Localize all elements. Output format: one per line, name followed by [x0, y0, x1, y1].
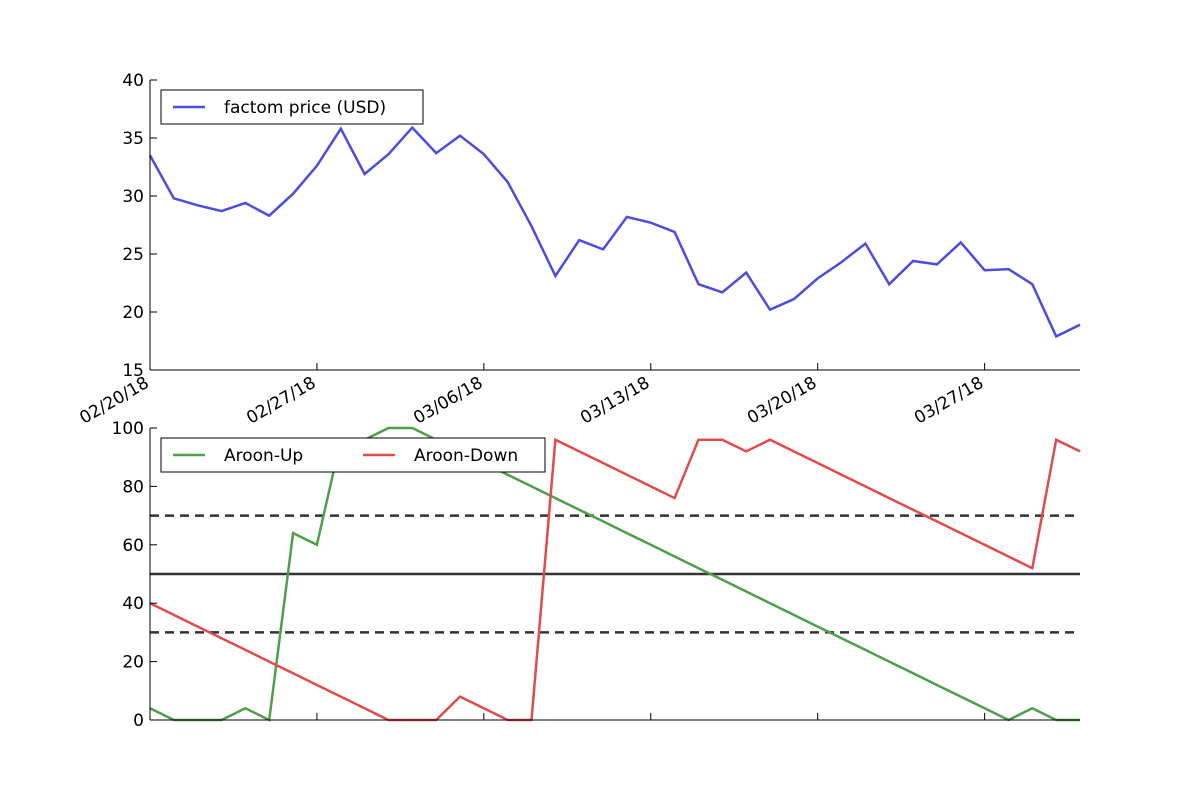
- x-tick-label-5: 03/27/18: [911, 373, 987, 429]
- series-line-1-1: [149, 437, 1081, 722]
- y-tick-label-0-4: 35: [122, 129, 144, 149]
- y-tick-label-1-3: 60: [122, 536, 144, 556]
- x-tick-label-2: 03/06/18: [410, 373, 486, 429]
- y-tick-label-1-1: 20: [122, 653, 144, 673]
- x-tick-label-3: 03/13/18: [577, 373, 653, 429]
- x-tick-label-4: 03/20/18: [744, 373, 820, 429]
- legend-label-1-1: Aroon-Down: [414, 446, 518, 466]
- y-tick-label-1-2: 40: [122, 594, 144, 614]
- y-tick-label-0-5: 40: [122, 71, 144, 91]
- y-tick-label-0-1: 20: [122, 303, 144, 323]
- y-tick-label-0-0: 15: [122, 361, 144, 381]
- legend-label-0-0: factom price (USD): [224, 98, 386, 118]
- legend-box-1: [160, 437, 546, 473]
- series-line-0-0: [148, 125, 1081, 339]
- legend-box-0: [160, 89, 424, 125]
- y-tick-label-0-2: 25: [122, 245, 144, 265]
- y-tick-label-1-4: 80: [122, 477, 144, 497]
- x-tick-label-1: 02/27/18: [243, 373, 319, 429]
- y-tick-label-1-0: 0: [133, 711, 144, 731]
- legend-label-1-0: Aroon-Up: [224, 446, 303, 466]
- y-tick-label-0-3: 30: [122, 187, 144, 207]
- series-line-1-0: [149, 426, 1080, 722]
- y-tick-label-1-5: 100: [112, 419, 144, 439]
